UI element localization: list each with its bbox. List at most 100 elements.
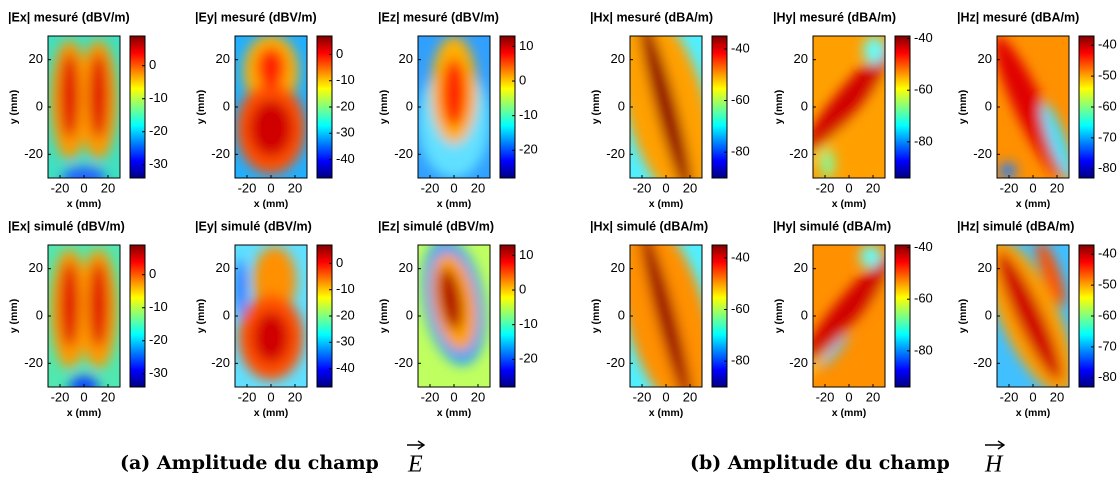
- field-blob: [997, 36, 1065, 178]
- x-axis-label: x (mm): [67, 407, 101, 419]
- colorbar-tick-label: -80: [914, 342, 933, 357]
- field-image: [630, 245, 702, 387]
- y-tick-label: 0: [985, 98, 992, 113]
- y-tick-label: 20: [978, 260, 992, 275]
- x-axis-label: x (mm): [1016, 407, 1050, 419]
- x-tick-label: 20: [1050, 180, 1064, 195]
- field-image: [630, 36, 702, 178]
- field-image: [418, 245, 490, 387]
- field-blobs: [813, 245, 885, 387]
- x-tick-label: 0: [1029, 389, 1036, 404]
- y-tick-label: 20: [794, 260, 808, 275]
- y-axis-label: y (mm): [957, 299, 969, 333]
- x-tick-label: -20: [1000, 180, 1019, 195]
- panel-title: |Hz| mesuré (dBA/m): [957, 10, 1079, 24]
- y-tick-label: -20: [394, 146, 413, 161]
- x-tick-label: 0: [1029, 180, 1036, 195]
- colorbar-tick-label: -40: [336, 360, 355, 375]
- colorbar-tick-label: -50: [1098, 68, 1117, 83]
- x-axis-label: x (mm): [1016, 198, 1050, 210]
- field-blob: [89, 262, 108, 348]
- y-tick-label: 20: [794, 51, 808, 66]
- field-blobs: [50, 249, 118, 387]
- colorbar-tick-label: -10: [149, 90, 168, 105]
- y-axis-label: y (mm): [378, 90, 390, 124]
- x-tick-label: -20: [421, 389, 440, 404]
- field-blobs: [997, 36, 1069, 178]
- y-tick-label: -20: [24, 355, 43, 370]
- y-tick-label: 0: [406, 98, 413, 113]
- panel: |Ey| mesuré (dBV/m) y (mm) x (mm) -20 0 20 -20…: [195, 10, 355, 209]
- y-tick-label: -20: [973, 355, 992, 370]
- x-axis-label: x (mm): [832, 198, 866, 210]
- x-tick-label: 0: [845, 180, 852, 195]
- field-blobs: [997, 245, 1069, 387]
- colorbar-tick-label: -70: [1098, 338, 1117, 353]
- x-tick-label: 0: [450, 180, 457, 195]
- colorbar: [129, 35, 146, 179]
- field-blobs: [630, 36, 702, 178]
- field-blob: [62, 166, 106, 178]
- x-tick-label: -20: [1000, 389, 1019, 404]
- field-blobs: [50, 40, 118, 178]
- y-tick-label: 0: [406, 307, 413, 322]
- field-blob: [820, 149, 835, 178]
- colorbar-tick-label: -80: [1098, 160, 1117, 175]
- y-axis-label: y (mm): [8, 90, 20, 124]
- x-axis-label: x (mm): [437, 198, 471, 210]
- y-axis-label: y (mm): [195, 90, 207, 124]
- colorbar-tick-label: -60: [914, 291, 933, 306]
- x-tick-label: 0: [845, 389, 852, 404]
- x-axis-label: x (mm): [254, 407, 288, 419]
- y-tick-label: 0: [223, 307, 230, 322]
- colorbar-tick-label: 0: [149, 266, 156, 281]
- colorbar-tick-label: -10: [519, 316, 538, 331]
- field-blobs: [418, 36, 490, 178]
- y-tick-label: 20: [399, 260, 413, 275]
- colorbar-tick-label: -30: [149, 156, 168, 171]
- y-tick-label: 0: [36, 98, 43, 113]
- x-tick-label: 0: [267, 389, 274, 404]
- y-tick-label: -20: [24, 146, 43, 161]
- colorbar-tick-label: -20: [336, 98, 355, 113]
- y-axis-label: y (mm): [590, 90, 602, 124]
- panel: |Hx| mesuré (dBA/m) y (mm) x (mm) -20 0 20 -20…: [590, 10, 750, 209]
- field-blobs: [422, 245, 486, 365]
- field-image: [997, 245, 1069, 387]
- colorbar-tick-label: -40: [731, 249, 750, 264]
- y-tick-label: -20: [211, 355, 230, 370]
- x-tick-label: -20: [51, 180, 70, 195]
- colorbar-tick-label: -80: [731, 353, 750, 368]
- panel: |Ex| mesuré (dBV/m) y (mm) x (mm) -20 0 20 -20…: [8, 10, 168, 209]
- panel: |Ez| mesuré (dBV/m) y (mm) x (mm) -20 0 20 -20…: [378, 10, 538, 209]
- colorbar-tick-label: -40: [336, 151, 355, 166]
- x-tick-label: -20: [633, 389, 652, 404]
- y-tick-label: -20: [394, 355, 413, 370]
- colorbar-tick-label: -30: [336, 125, 355, 140]
- y-axis-label: y (mm): [195, 299, 207, 333]
- field-blobs: [813, 36, 885, 178]
- field-blob: [859, 245, 882, 268]
- caption: (b) Amplitude du champ: [690, 452, 950, 474]
- y-tick-label: 20: [216, 260, 230, 275]
- field-image: [997, 36, 1069, 178]
- colorbar-tick-label: -60: [731, 301, 750, 316]
- field-blob: [60, 53, 79, 139]
- x-tick-label: 20: [683, 389, 697, 404]
- x-axis-label: x (mm): [832, 407, 866, 419]
- y-axis-label: y (mm): [773, 299, 785, 333]
- field-image: [235, 245, 307, 387]
- y-axis-label: y (mm): [590, 299, 602, 333]
- colorbar: [129, 244, 146, 388]
- y-axis-label: y (mm): [773, 90, 785, 124]
- x-tick-label: 20: [288, 180, 302, 195]
- colorbar-tick-label: -80: [914, 133, 933, 148]
- panel-title: |Ey| simulé (dBV/m): [195, 219, 312, 233]
- y-tick-label: 0: [36, 307, 43, 322]
- colorbar-tick-label: 0: [519, 72, 526, 87]
- colorbar-tick-label: -10: [519, 107, 538, 122]
- y-tick-label: -20: [606, 355, 625, 370]
- field-image: [813, 245, 885, 387]
- colorbar-tick-label: -10: [336, 281, 355, 296]
- x-axis-label: x (mm): [67, 198, 101, 210]
